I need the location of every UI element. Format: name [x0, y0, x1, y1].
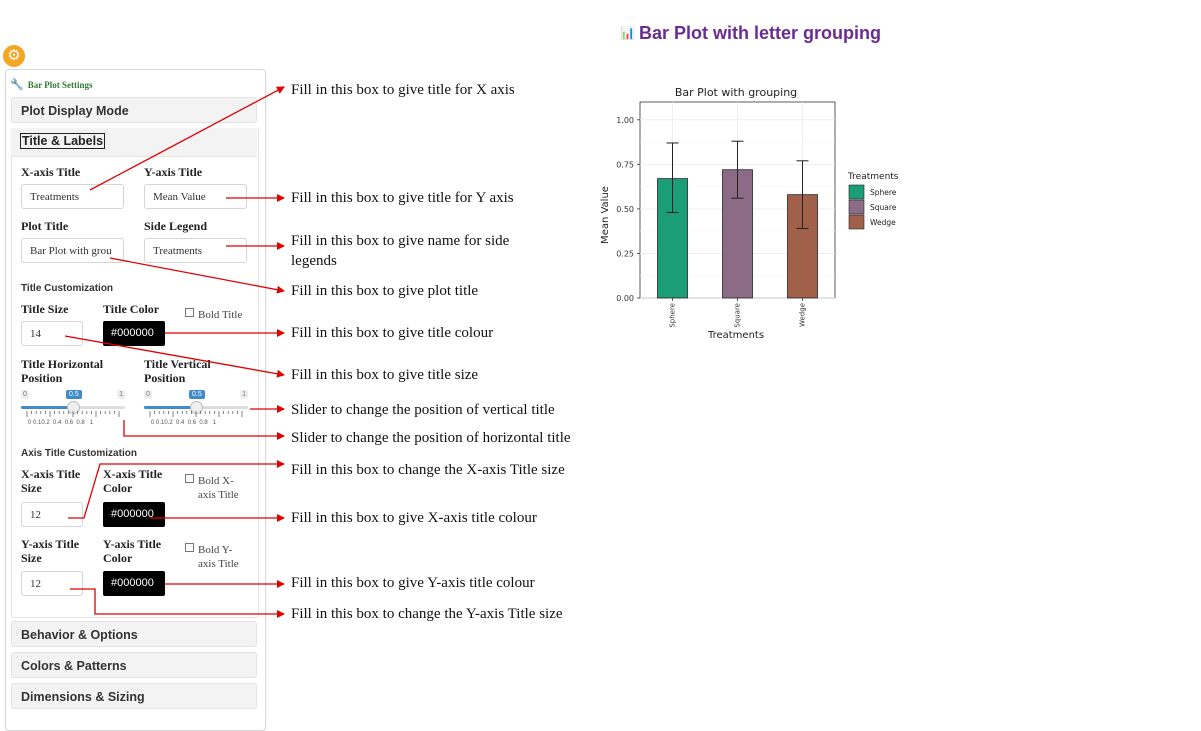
- note-legend-line-1: Fill in this box to give name for side: [291, 233, 510, 249]
- chart-x-tick-label: Square: [734, 303, 742, 328]
- slider-fill: [21, 406, 73, 409]
- chart-legend-swatch: [848, 214, 865, 230]
- chart-x-tick-label: Wedge: [799, 303, 807, 327]
- chart-y-tick-label: 0.00: [616, 294, 634, 303]
- axis-title-customization-heading: Axis Title Customization: [21, 448, 137, 459]
- slider-value-badge: 0.5: [66, 390, 82, 399]
- chart-legend-swatch: [848, 184, 865, 200]
- bold-y-axis-title-checkbox[interactable]: Bold Y-axis Title: [185, 543, 239, 571]
- y-axis-title-size-label: Y-axis Title Size: [21, 537, 80, 565]
- slider-max-label: 1: [117, 390, 125, 399]
- page-title: 📊 Bar Plot with letter grouping: [620, 23, 881, 43]
- bold-title-checkbox[interactable]: Bold Title: [185, 308, 242, 322]
- note-x-title-size: Fill in this box to change the X-axis Ti…: [291, 462, 565, 478]
- x-axis-title-size-input[interactable]: 12: [21, 502, 83, 527]
- note-slider-vertical: Slider to change the position of vertica…: [291, 402, 555, 418]
- accordion-title-labels[interactable]: [11, 128, 257, 157]
- chart-y-tick-label: 0.50: [616, 205, 634, 214]
- slider-ticks: [26, 411, 120, 417]
- checkbox-box[interactable]: [185, 474, 194, 483]
- x-axis-title-input[interactable]: Treatments: [21, 184, 124, 209]
- title-customization-heading: Title Customization: [21, 283, 114, 294]
- chart-legend-label: Square: [870, 203, 897, 212]
- x-axis-title-size-label: X-axis Title Size: [21, 467, 81, 495]
- arrow-x-title-size: [68, 460, 285, 519]
- side-legend-label: Side Legend: [144, 219, 208, 233]
- title-size-input[interactable]: 14: [21, 321, 83, 346]
- note-legend: Fill in this box to give name for side le…: [291, 231, 560, 271]
- arrow-x-axis: [89, 86, 285, 191]
- title-horizontal-slider[interactable]: 0 0.5 1 0 0.10.2 0.4 0.6 0.8 1: [21, 389, 125, 429]
- plot-title-label: Plot Title: [21, 219, 69, 233]
- accordion-behavior-options[interactable]: Behavior & Options: [11, 621, 257, 647]
- chart-legend-label: Sphere: [870, 188, 897, 197]
- slider-max-label: 1: [240, 390, 248, 399]
- chart-y-tick-label: 0.75: [616, 160, 634, 169]
- chart-legend-label: Wedge: [870, 218, 896, 227]
- bar-chart-icon: 📊: [620, 26, 635, 40]
- title-vertical-position-label: Title Vertical Position: [144, 357, 211, 385]
- chart-legend-swatch: [848, 199, 865, 215]
- slider-tick-labels: 0 0.10.2 0.4 0.6 0.8 1: [28, 420, 94, 426]
- chart-x-axis-label: Treatments: [707, 330, 764, 341]
- accordion-plot-display-mode[interactable]: Plot Display Mode: [11, 97, 257, 123]
- title-size-label: Title Size: [21, 302, 69, 316]
- chart-y-axis-label: Mean Value: [600, 186, 611, 244]
- slider-tick-labels: 0 0.10.2 0.4 0.6 0.8 1: [151, 420, 217, 426]
- y-axis-title-color-label: Y-axis Title Color: [103, 537, 162, 565]
- chart-x-tick-label: Sphere: [669, 303, 677, 328]
- slider-value-badge: 0.5: [189, 390, 205, 399]
- panel-title: 🔧 Bar Plot Settings: [10, 79, 93, 91]
- y-axis-title-color-picker[interactable]: #000000: [103, 571, 165, 596]
- chart-title: Bar Plot with grouping: [675, 86, 797, 99]
- side-legend-input[interactable]: Treatments: [144, 238, 247, 263]
- bold-x-axis-title-checkbox[interactable]: Bold X-axis Title: [185, 474, 239, 502]
- note-plot-title: Fill in this box to give plot title: [291, 283, 479, 299]
- checkbox-box[interactable]: [185, 543, 194, 552]
- checkbox-box[interactable]: [185, 308, 194, 317]
- arrow-plot-title: [109, 257, 285, 294]
- note-y-title-size: Fill in this box to change the Y-axis Ti…: [291, 606, 563, 622]
- note-x-title-colour: Fill in this box to give X-axis title co…: [291, 510, 537, 526]
- arrow-y-title-size: [70, 588, 285, 618]
- plot-title-input[interactable]: Bar Plot with grou: [21, 238, 124, 263]
- x-axis-title-label: X-axis Title: [21, 165, 81, 179]
- gear-icon[interactable]: ⚙: [3, 45, 25, 67]
- arrow-slider-horizontal: [123, 420, 285, 440]
- slider-min-label: 0: [21, 390, 29, 399]
- wrench-icon: 🔧: [10, 79, 24, 91]
- y-axis-title-size-input[interactable]: 12: [21, 571, 83, 596]
- slider-ticks: [149, 411, 243, 417]
- note-x-axis: Fill in this box to give title for X axi…: [291, 82, 515, 98]
- note-title-colour: Fill in this box to give title colour: [291, 325, 494, 341]
- title-color-picker[interactable]: #000000: [103, 321, 165, 346]
- bar-chart: Bar Plot with grouping 0.00 0.25 0.50 0.75 1…: [600, 86, 899, 341]
- title-color-label: Title Color: [103, 302, 160, 316]
- y-axis-title-label: Y-axis Title: [144, 165, 203, 179]
- chart-y-tick-label: 0.25: [616, 249, 634, 258]
- note-title-size: Fill in this box to give title size: [291, 367, 479, 383]
- title-vertical-slider[interactable]: 0 0.5 1 0 0.10.2 0.4 0.6 0.8 1: [144, 389, 248, 429]
- arrow-title-size: [64, 335, 285, 378]
- x-axis-title-color-picker[interactable]: #000000: [103, 502, 165, 527]
- accordion-dimensions-sizing[interactable]: Dimensions & Sizing: [11, 683, 257, 709]
- slider-fill: [144, 406, 196, 409]
- title-labels-section: [11, 128, 259, 618]
- note-y-axis: Fill in this box to give title for Y axi…: [291, 190, 514, 206]
- note-legend-line-2: legends: [291, 253, 337, 269]
- slider-min-label: 0: [144, 390, 152, 399]
- note-y-title-colour: Fill in this box to give Y-axis title co…: [291, 575, 535, 591]
- x-axis-title-color-label: X-axis Title Color: [103, 467, 163, 495]
- accordion-colors-patterns[interactable]: Colors & Patterns: [11, 652, 257, 678]
- chart-legend-title: Treatments: [847, 172, 899, 182]
- y-axis-title-input[interactable]: Mean Value: [144, 184, 247, 209]
- title-horizontal-position-label: Title Horizontal Position: [21, 357, 104, 385]
- accordion-title-labels-label[interactable]: Title & Labels: [20, 133, 106, 149]
- chart-y-tick-label: 1.00: [616, 116, 634, 125]
- note-slider-horizontal: Slider to change the position of horizon…: [291, 430, 571, 446]
